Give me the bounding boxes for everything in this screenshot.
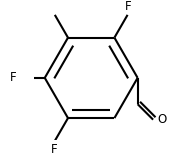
Text: F: F <box>125 0 132 13</box>
Text: O: O <box>157 113 166 126</box>
Text: F: F <box>10 71 17 84</box>
Text: F: F <box>51 143 57 156</box>
